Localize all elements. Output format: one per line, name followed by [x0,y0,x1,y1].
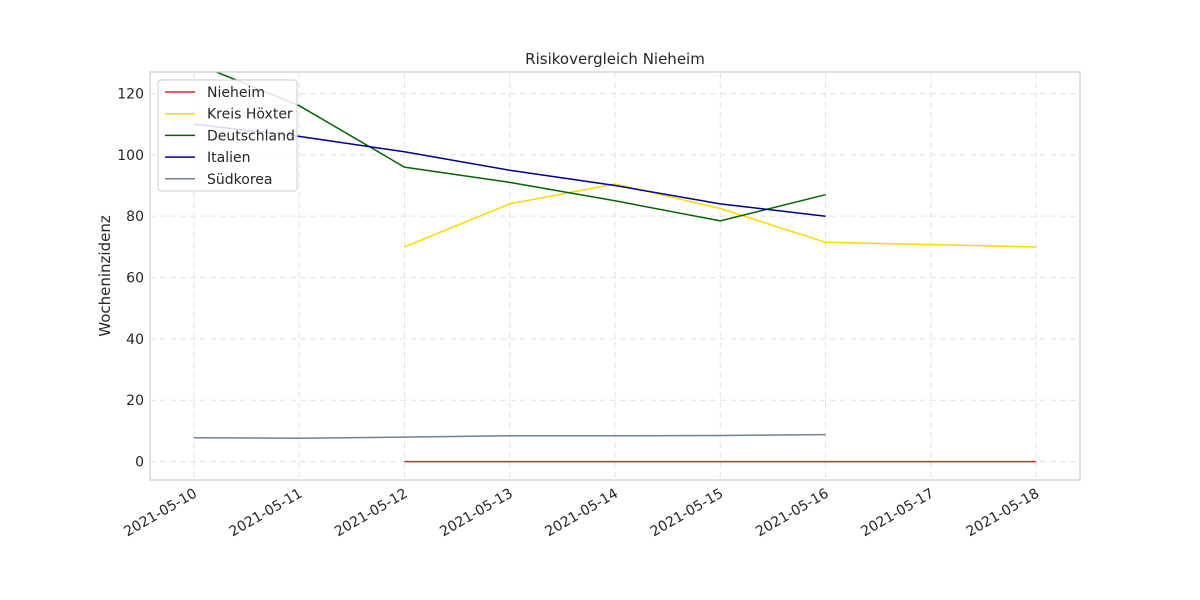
grid [150,72,1080,480]
y-tick-label: 80 [126,209,144,225]
legend-label: Nieheim [207,85,265,101]
y-tick-label: 20 [126,393,144,409]
y-tick-label: 40 [126,332,144,348]
series-line [193,433,826,440]
y-tick-label: 0 [135,455,144,471]
y-tick-label: 60 [126,271,144,287]
chart-title: Risikovergleich Nieheim [525,50,705,68]
series-line [404,183,1037,248]
y-axis-label: Wocheninzidenz [96,215,114,337]
legend-label: Kreis Höxter [207,107,293,123]
series-line [214,72,826,222]
y-tick-label: 100 [117,148,144,164]
y-tick-label: 120 [117,86,144,102]
legend-label: Italien [207,150,250,166]
legend-box [157,79,298,192]
series-layer [193,72,1037,463]
legend-label: Südkorea [207,172,272,188]
y-tick-labels: 0 20 40 60 80 100 120 [117,86,144,470]
plot-frame [149,71,1081,481]
legend: Nieheim Kreis Höxter Deutschland Italien Süd… [157,79,298,192]
legend-label: Deutschland [207,128,295,144]
series-line [193,123,826,217]
